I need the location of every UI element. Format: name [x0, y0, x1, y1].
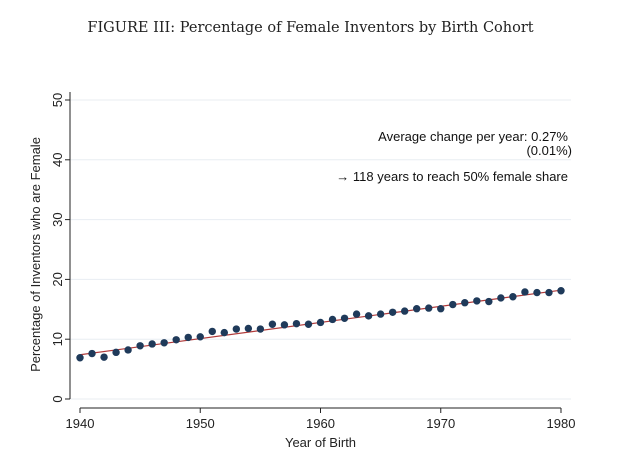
y-tick-label: 0: [50, 395, 65, 402]
data-point: [352, 310, 361, 318]
x-tick-label: 1980: [547, 416, 576, 431]
data-point: [280, 321, 289, 329]
data-point: [112, 348, 120, 357]
x-tick-label: 1970: [426, 416, 455, 431]
data-point: [304, 320, 313, 328]
data-point: [376, 310, 385, 318]
data-point: [232, 325, 241, 333]
y-tick-label: 50: [50, 93, 65, 107]
data-point: [316, 318, 325, 327]
data-point: [172, 336, 180, 344]
data-point: [268, 320, 277, 328]
data-point: [220, 328, 228, 337]
data-point: [461, 299, 469, 307]
data-point: [509, 293, 517, 301]
data-point: [485, 297, 493, 306]
data-point: [328, 315, 337, 324]
data-point: [148, 340, 156, 348]
data-point: [557, 287, 565, 295]
y-tick-label: 30: [50, 212, 65, 226]
data-point: [473, 297, 481, 305]
data-point: [100, 353, 108, 361]
x-tick-label: 1950: [186, 416, 215, 431]
data-point: [208, 327, 216, 336]
data-point: [388, 308, 397, 316]
x-tick-label: 1960: [306, 416, 335, 431]
data-point: [340, 314, 349, 322]
y-axis-title: Percentage of Inventors who are Female: [28, 137, 43, 372]
annotation-average-change: Average change per year: 0.27%: [378, 129, 568, 144]
data-point: [545, 288, 553, 297]
data-point: [437, 305, 445, 313]
data-points: [76, 287, 565, 362]
data-point: [256, 325, 265, 333]
data-point: [124, 346, 132, 354]
x-tick-label: 1940: [66, 416, 95, 431]
data-point: [88, 349, 96, 358]
data-point: [533, 288, 541, 297]
y-tick-label: 40: [50, 153, 65, 167]
axes: 0 10 20 30 40 50 1940 1950 1960 1970 1980: [50, 92, 575, 431]
axis-labels: Year of Birth Percentage of Inventors who…: [28, 137, 356, 450]
data-point: [160, 339, 168, 347]
data-point: [196, 333, 204, 341]
data-point: [76, 354, 84, 362]
data-point: [497, 294, 505, 302]
data-point: [184, 333, 192, 342]
data-point: [521, 288, 529, 296]
data-point: [425, 304, 433, 312]
data-point: [244, 324, 253, 333]
data-point: [136, 342, 144, 350]
data-point: [364, 312, 373, 320]
data-point: [292, 319, 301, 328]
data-point: [413, 305, 421, 313]
data-point: [449, 300, 457, 309]
data-point: [400, 307, 409, 315]
annotation-years-to-parity: → 118 years to reach 50% female share: [336, 169, 568, 184]
y-tick-label: 10: [50, 332, 65, 346]
gridlines: [70, 99, 571, 400]
figure-title: FIGURE III: Percentage of Female Invento…: [87, 20, 534, 36]
y-tick-label: 20: [50, 272, 65, 286]
x-axis-title: Year of Birth: [285, 435, 356, 450]
annotations: Average change per year: 0.27%(0.01%) → 1…: [336, 129, 572, 184]
annotation-standard-error: (0.01%): [526, 143, 572, 158]
